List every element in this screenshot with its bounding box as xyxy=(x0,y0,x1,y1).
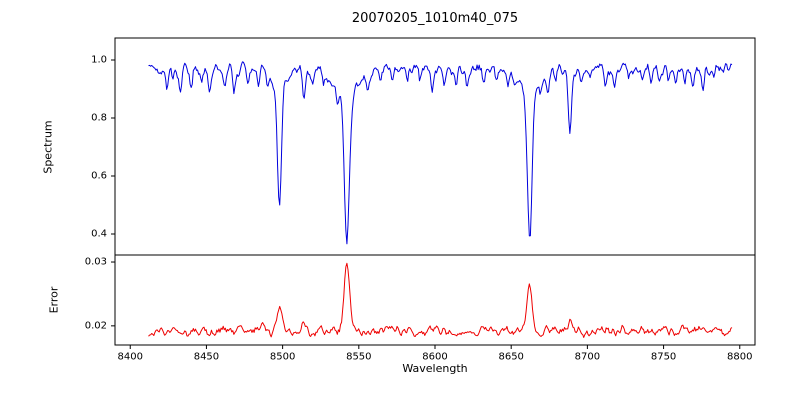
spectrum-y-axis-label: Spectrum xyxy=(41,120,55,174)
chart-title: 20070205_1010m40_075 xyxy=(351,11,519,26)
error-y-axis-label: Error xyxy=(47,286,61,314)
wavelength-x-axis-label: Wavelength xyxy=(402,362,468,375)
